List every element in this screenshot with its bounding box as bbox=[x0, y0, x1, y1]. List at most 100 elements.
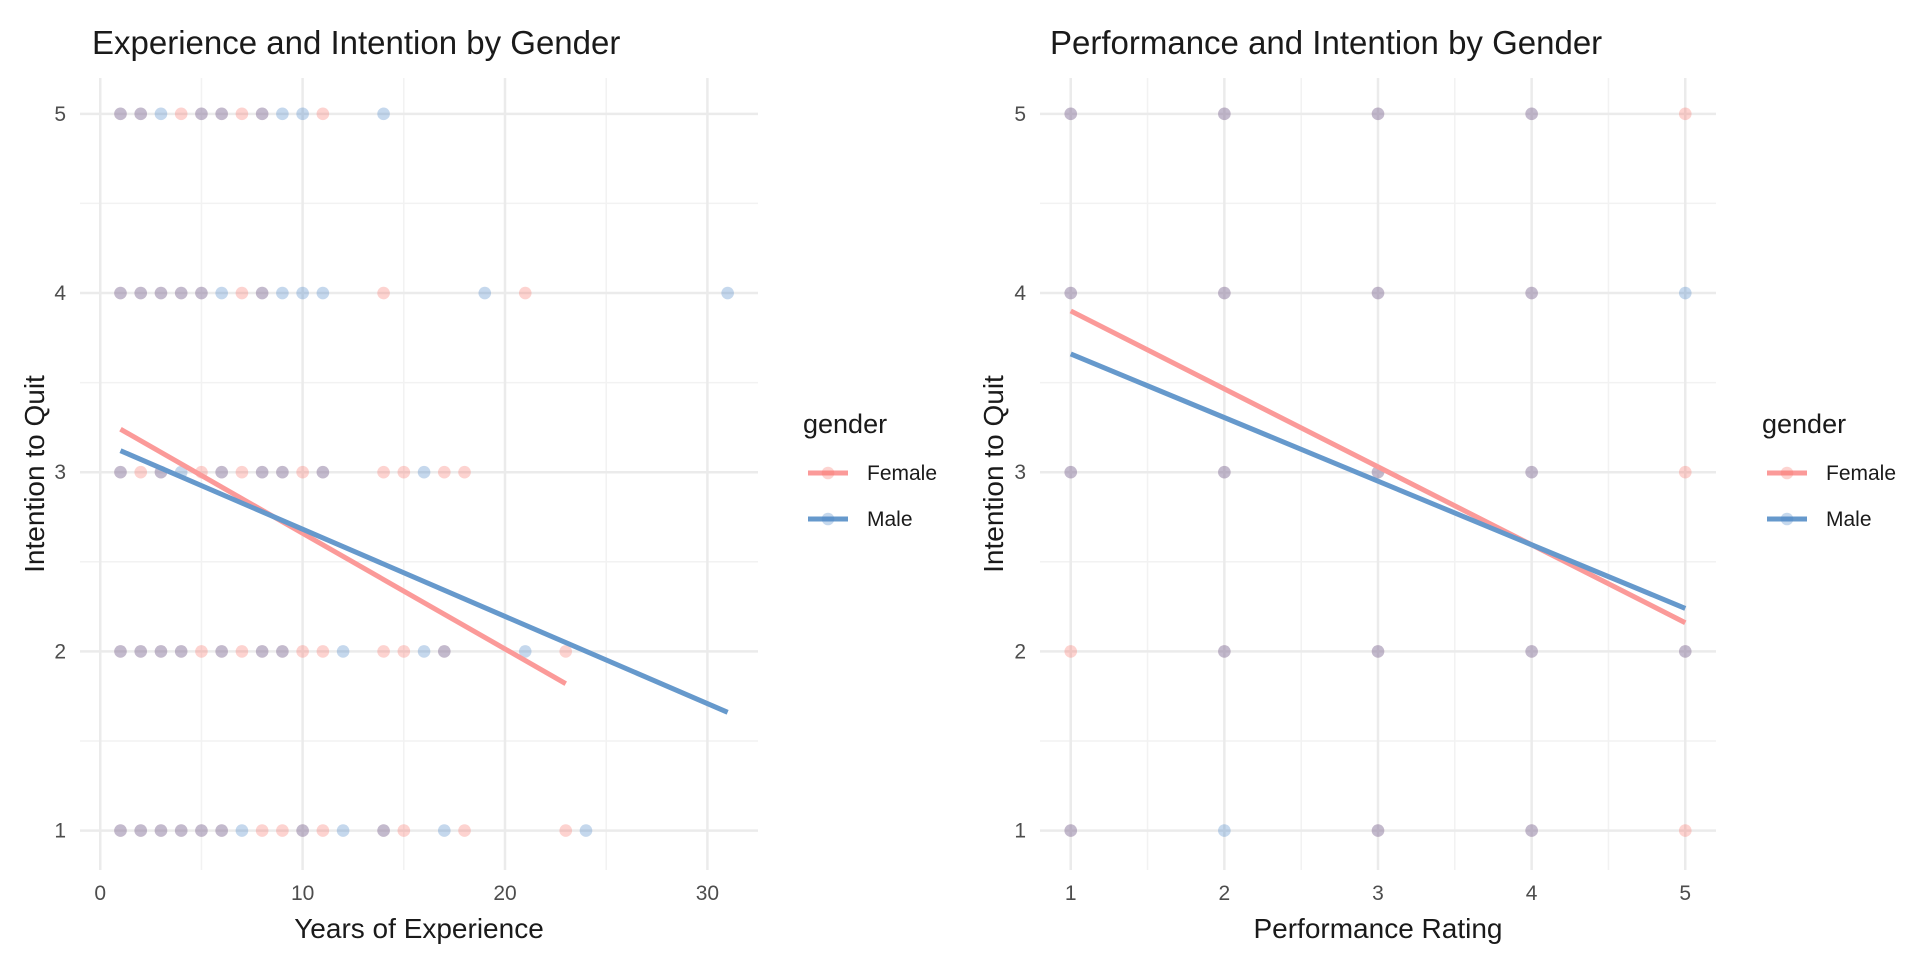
data-point-male bbox=[255, 465, 269, 479]
data-point-male bbox=[478, 286, 492, 300]
data-point-female bbox=[114, 465, 127, 479]
data-point-female bbox=[134, 465, 148, 479]
data-point-male bbox=[336, 645, 350, 658]
x-tick-label: 0 bbox=[94, 882, 106, 905]
data-point-male bbox=[377, 824, 390, 837]
data-point-male bbox=[1678, 286, 1692, 300]
x-tick-label: 2 bbox=[1219, 882, 1231, 905]
data-point-female bbox=[215, 645, 228, 658]
x-tick-label: 10 bbox=[291, 882, 314, 905]
trend-line-male bbox=[1069, 351, 1687, 611]
data-point-male bbox=[1064, 824, 1078, 837]
data-point-female bbox=[1371, 824, 1385, 837]
data-point-male bbox=[336, 824, 350, 837]
x-tick-label: 3 bbox=[1372, 882, 1384, 905]
data-point-female bbox=[397, 824, 411, 837]
data-point-female bbox=[296, 824, 309, 837]
data-point-male bbox=[518, 645, 532, 658]
data-point-female bbox=[1218, 645, 1231, 658]
data-point-female bbox=[1218, 465, 1231, 479]
data-point-male bbox=[1218, 645, 1231, 658]
data-point-female bbox=[316, 824, 330, 837]
data-point-female bbox=[174, 824, 188, 837]
y-axis-title: Intention to Quit bbox=[19, 375, 50, 573]
data-point-female bbox=[255, 465, 269, 479]
data-point-female bbox=[195, 824, 208, 837]
data-point-female bbox=[296, 465, 309, 479]
data-point-female bbox=[1525, 645, 1538, 658]
x-axis-title: Performance Rating bbox=[1253, 913, 1502, 944]
data-point-female bbox=[134, 645, 148, 658]
y-tick-label: 2 bbox=[1014, 640, 1026, 663]
y-tick-label: 3 bbox=[54, 461, 66, 484]
data-point-female bbox=[1678, 107, 1692, 121]
data-point-male bbox=[437, 824, 451, 837]
legend: gender Female Male bbox=[1762, 409, 1896, 531]
data-point-male bbox=[255, 107, 269, 121]
data-point-male bbox=[114, 824, 127, 837]
data-point-male bbox=[417, 645, 431, 658]
data-point-male bbox=[417, 465, 431, 479]
data-point-male bbox=[437, 645, 451, 658]
trend-line-female bbox=[119, 427, 567, 686]
y-tick-label: 4 bbox=[1014, 282, 1026, 305]
data-point-male bbox=[276, 286, 289, 300]
data-point-female bbox=[276, 824, 289, 837]
data-point-female bbox=[1525, 107, 1538, 121]
x-tick-label: 4 bbox=[1526, 882, 1538, 905]
trend-line-female bbox=[1069, 308, 1687, 625]
data-point-female bbox=[316, 465, 330, 479]
chart-title: Experience and Intention by Gender bbox=[92, 24, 620, 61]
data-point-male bbox=[1218, 465, 1231, 479]
legend: gender Female Male bbox=[803, 409, 937, 531]
data-point-female bbox=[174, 107, 188, 121]
data-point-female bbox=[1064, 286, 1078, 300]
data-point-male bbox=[154, 645, 168, 658]
data-point-female bbox=[1525, 465, 1538, 479]
data-point-male bbox=[255, 286, 269, 300]
data-point-male bbox=[276, 645, 289, 658]
y-tick-label: 5 bbox=[1014, 103, 1026, 126]
legend-title: gender bbox=[1762, 409, 1846, 439]
data-point-male bbox=[1678, 645, 1692, 658]
data-point-female bbox=[255, 645, 269, 658]
data-point-male bbox=[276, 465, 289, 479]
data-point-female bbox=[154, 645, 168, 658]
data-point-male bbox=[235, 824, 249, 837]
data-point-male bbox=[1525, 645, 1538, 658]
y-tick-label: 1 bbox=[54, 820, 66, 843]
data-point-female bbox=[235, 465, 249, 479]
data-point-male bbox=[1371, 107, 1385, 121]
data-point-male bbox=[296, 107, 309, 121]
legend-label-male: Male bbox=[1826, 508, 1872, 531]
data-point-female bbox=[377, 824, 390, 837]
legend-label-male: Male bbox=[867, 508, 913, 531]
data-point-male bbox=[296, 286, 309, 300]
data-point-female bbox=[559, 645, 573, 658]
data-point-female bbox=[1371, 645, 1385, 658]
data-point-female bbox=[134, 107, 148, 121]
data-point-female bbox=[397, 645, 411, 658]
chart-panel-1: 0 10 20 30 1 2 3 4 5 Experience and Intention by … bbox=[19, 24, 937, 944]
data-point-female bbox=[235, 645, 249, 658]
data-point-male bbox=[215, 286, 228, 300]
legend-title: gender bbox=[803, 409, 887, 439]
x-tick-label: 30 bbox=[696, 882, 719, 905]
data-point-male bbox=[215, 465, 228, 479]
data-point-female bbox=[559, 824, 573, 837]
data-point-female bbox=[1064, 645, 1078, 658]
data-point-female bbox=[1678, 645, 1692, 658]
data-point-female bbox=[276, 465, 289, 479]
data-point-male bbox=[114, 107, 127, 121]
data-point-male bbox=[1371, 645, 1385, 658]
x-tick-label: 1 bbox=[1065, 882, 1077, 905]
data-point-female bbox=[458, 465, 471, 479]
data-point-male bbox=[134, 107, 148, 121]
data-point-male bbox=[579, 824, 593, 837]
data-point-female bbox=[134, 286, 148, 300]
data-point-male bbox=[215, 824, 228, 837]
y-tick-label: 5 bbox=[54, 103, 66, 126]
data-point-male bbox=[1525, 824, 1538, 837]
data-point-female bbox=[195, 286, 208, 300]
data-point-female bbox=[1371, 107, 1385, 121]
